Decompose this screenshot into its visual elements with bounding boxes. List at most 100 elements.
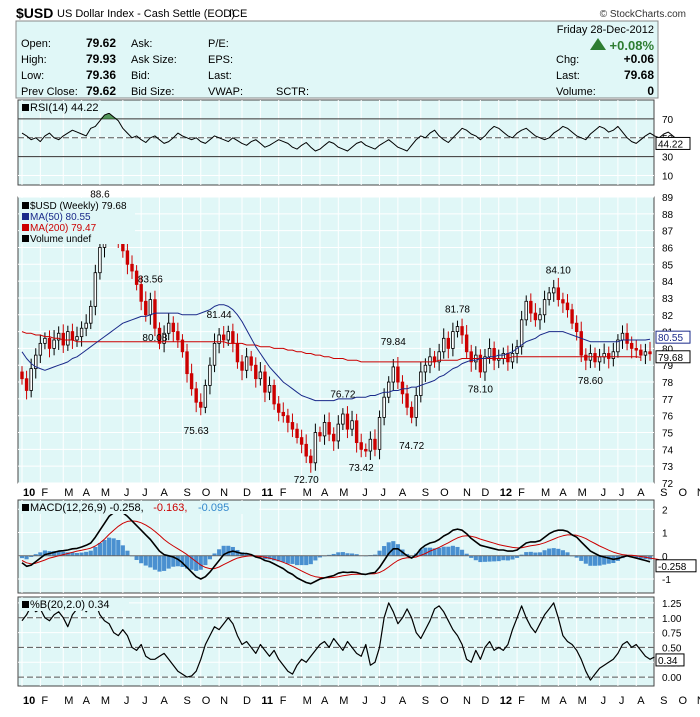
x-axis-label: D bbox=[243, 695, 251, 707]
x-axis-label: O bbox=[440, 487, 449, 499]
price-legend-swatch bbox=[22, 213, 29, 220]
price-tick-label: 75 bbox=[662, 429, 674, 440]
pctb-line bbox=[21, 602, 655, 681]
candle-body bbox=[249, 356, 253, 366]
macd-histogram-bar bbox=[207, 555, 213, 560]
macd-histogram-bar bbox=[501, 555, 506, 561]
macd-histogram-bar bbox=[294, 555, 300, 566]
x-axis-label: F bbox=[41, 487, 48, 499]
quote-label: Last: bbox=[208, 70, 232, 82]
x-axis-label: F bbox=[280, 487, 287, 499]
macd-histogram-bar bbox=[354, 554, 359, 556]
candle-body bbox=[84, 322, 88, 329]
macd-histogram-bar bbox=[505, 555, 510, 561]
price-tick-label: 76 bbox=[662, 412, 674, 423]
macd-histogram-bar bbox=[386, 542, 391, 556]
pctb-tick-label: 0.50 bbox=[662, 643, 682, 654]
macd-legend-item: MACD(12,26,9) -0.258, bbox=[30, 502, 144, 514]
candle-body bbox=[70, 331, 75, 341]
macd-histogram-bar bbox=[125, 550, 130, 556]
candle-body bbox=[519, 319, 524, 348]
x-axis-label: M bbox=[339, 695, 348, 707]
x-axis-label: F bbox=[41, 695, 48, 707]
macd-histogram-bar bbox=[533, 552, 538, 556]
candle-body bbox=[263, 371, 267, 393]
price-tick-label: 80 bbox=[662, 344, 674, 355]
candle-body bbox=[464, 334, 469, 353]
macd-histogram-bar bbox=[551, 548, 556, 556]
change-percent: +0.08% bbox=[610, 38, 655, 53]
candle-body bbox=[38, 342, 43, 356]
quote-label: Open: bbox=[21, 38, 51, 50]
quote-value: 0 bbox=[647, 84, 654, 98]
candle-body bbox=[217, 334, 221, 344]
macd-line bbox=[21, 509, 651, 585]
x-axis-label: M bbox=[541, 695, 550, 707]
x-axis-label: J bbox=[124, 695, 129, 707]
macd-histogram-bar bbox=[24, 555, 29, 560]
quote-panel bbox=[15, 20, 659, 99]
macd-histogram-bar bbox=[418, 549, 423, 556]
macd-histogram-bar bbox=[221, 545, 226, 556]
price-annotation: 78.60 bbox=[578, 376, 603, 387]
macd-histogram-bar bbox=[464, 553, 469, 556]
macd-histogram-bar bbox=[272, 555, 277, 561]
candle-body bbox=[639, 349, 643, 356]
macd-histogram-bar bbox=[313, 555, 318, 561]
macd-histogram-bar bbox=[61, 551, 66, 556]
candle-body bbox=[428, 356, 432, 366]
candle-body bbox=[561, 299, 565, 304]
macd-histogram-bar bbox=[29, 555, 34, 557]
quote-value: 79.36 bbox=[86, 68, 116, 82]
price-tick-label: 79 bbox=[662, 361, 674, 372]
macd-histogram-bar bbox=[528, 551, 533, 556]
candle-body bbox=[93, 272, 98, 307]
macd-histogram-bar bbox=[478, 555, 483, 563]
quote-label: Bid Size: bbox=[131, 86, 174, 98]
x-axis-bottom: 10FMAMJJASOND11FMAMJJASOND12FMAMJJASOND bbox=[23, 695, 700, 707]
candle-body bbox=[359, 442, 363, 450]
quote-label: P/E: bbox=[208, 38, 229, 50]
candle-body bbox=[295, 428, 299, 438]
macd-histogram-bar bbox=[212, 553, 217, 556]
candle-body bbox=[332, 433, 336, 442]
macd-histogram-bar bbox=[510, 555, 515, 560]
x-axis-label: J bbox=[381, 487, 387, 499]
price-legend-bg bbox=[19, 198, 135, 244]
x-axis-label: O bbox=[679, 695, 688, 707]
pctb-tick-label: 1.00 bbox=[662, 614, 682, 625]
macd-histogram-bar bbox=[189, 555, 194, 570]
macd-histogram-bar bbox=[97, 543, 102, 556]
macd-histogram-bar bbox=[492, 555, 497, 562]
macd-histogram-bar bbox=[65, 552, 70, 556]
macd-histogram-bar bbox=[276, 555, 281, 562]
candle-body bbox=[313, 432, 318, 464]
quote-value: 79.93 bbox=[86, 52, 116, 66]
price-tick-label: 72 bbox=[662, 479, 674, 490]
macd-histogram-bar bbox=[450, 545, 455, 556]
x-axis-label: M bbox=[578, 695, 587, 707]
x-axis-label: M bbox=[541, 487, 550, 499]
macd-histogram-bar bbox=[592, 555, 598, 566]
candle-body bbox=[597, 356, 602, 363]
candle-body bbox=[625, 332, 629, 344]
candle-body bbox=[189, 373, 194, 390]
candle-body bbox=[235, 342, 240, 363]
rsi-legend-swatch bbox=[22, 104, 29, 111]
price-tick-label: 83 bbox=[662, 294, 674, 305]
macd-legend-bg bbox=[19, 501, 259, 514]
candle-body bbox=[405, 393, 409, 408]
x-axis-label: S bbox=[660, 487, 667, 499]
candle-body bbox=[629, 342, 634, 349]
rsi-last-label: 44.22 bbox=[658, 139, 683, 150]
candle-body bbox=[336, 423, 340, 442]
x-axis-label: A bbox=[559, 487, 567, 499]
quote-label: Prev Close: bbox=[21, 86, 78, 98]
ma200-line bbox=[21, 331, 641, 363]
macd-histogram-bar bbox=[198, 555, 203, 570]
quote-label: EPS: bbox=[208, 54, 233, 66]
candle-body bbox=[43, 337, 47, 344]
macd-histogram-bar bbox=[299, 555, 304, 566]
price-annotation: 78.10 bbox=[468, 384, 493, 395]
